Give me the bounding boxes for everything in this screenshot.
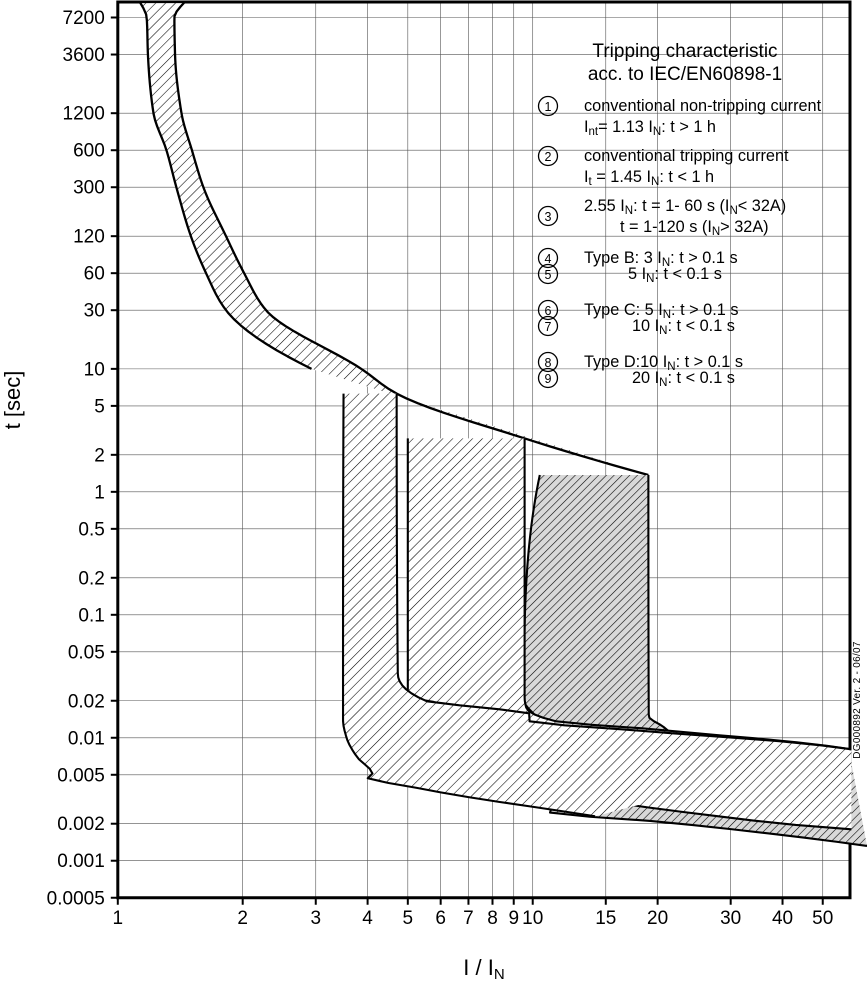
- svg-text:0.005: 0.005: [57, 765, 105, 786]
- svg-text:8: 8: [487, 908, 498, 929]
- svg-text:4: 4: [362, 908, 373, 929]
- svg-text:2: 2: [237, 908, 248, 929]
- svg-text:10: 10: [84, 359, 105, 380]
- svg-text:0.002: 0.002: [57, 814, 105, 835]
- svg-text:0.001: 0.001: [57, 851, 105, 872]
- svg-text:9: 9: [545, 372, 552, 386]
- svg-text:30: 30: [84, 301, 105, 322]
- svg-text:9: 9: [508, 908, 519, 929]
- svg-text:Int= 1.13 IN: t > 1 h: Int= 1.13 IN: t > 1 h: [584, 118, 716, 138]
- svg-text:50: 50: [812, 908, 833, 929]
- svg-text:0.5: 0.5: [78, 519, 104, 540]
- svg-text:2: 2: [545, 150, 552, 164]
- svg-text:conventional non-tripping curr: conventional non-tripping current: [584, 97, 822, 115]
- svg-text:conventional tripping current: conventional tripping current: [584, 147, 789, 165]
- svg-text:30: 30: [720, 908, 741, 929]
- svg-text:7: 7: [463, 908, 474, 929]
- svg-text:It = 1.45 IN: t < 1 h: It = 1.45 IN: t < 1 h: [584, 168, 714, 188]
- svg-text:1200: 1200: [63, 104, 105, 125]
- svg-text:3: 3: [310, 908, 321, 929]
- svg-text:1: 1: [545, 100, 552, 114]
- svg-text:0.01: 0.01: [68, 728, 105, 749]
- svg-text:3: 3: [545, 210, 552, 224]
- svg-text:60: 60: [84, 264, 105, 285]
- svg-text:20: 20: [647, 908, 668, 929]
- svg-text:Tripping characteristic: Tripping characteristic: [592, 41, 777, 62]
- svg-text:0.02: 0.02: [68, 691, 105, 712]
- svg-text:5: 5: [403, 908, 414, 929]
- svg-text:5: 5: [545, 268, 552, 282]
- svg-text:7: 7: [545, 320, 552, 334]
- svg-text:acc. to IEC/EN60898-1: acc. to IEC/EN60898-1: [588, 64, 782, 85]
- svg-text:120: 120: [73, 227, 105, 248]
- svg-text:300: 300: [73, 178, 105, 199]
- svg-text:0.0005: 0.0005: [47, 888, 105, 909]
- svg-text:6: 6: [435, 908, 446, 929]
- svg-text:2: 2: [94, 445, 105, 466]
- svg-text:15: 15: [595, 908, 616, 929]
- svg-text:20 IN: t < 0.1 s: 20 IN: t < 0.1 s: [632, 369, 735, 389]
- svg-text:0.1: 0.1: [78, 605, 104, 626]
- svg-text:t [sec]: t [sec]: [0, 371, 25, 430]
- svg-text:5 IN: t < 0.1 s: 5 IN: t < 0.1 s: [628, 265, 722, 285]
- svg-text:1: 1: [94, 482, 105, 503]
- svg-text:0.2: 0.2: [78, 568, 104, 589]
- svg-text:10 IN: t < 0.1 s: 10 IN: t < 0.1 s: [632, 317, 735, 337]
- svg-text:40: 40: [772, 908, 793, 929]
- svg-text:7200: 7200: [63, 8, 105, 29]
- svg-text:2.55 IN: t = 1- 60 s (IN< 32A): 2.55 IN: t = 1- 60 s (IN< 32A): [584, 197, 786, 217]
- svg-text:5: 5: [94, 396, 105, 417]
- svg-text:DG000892 Ver. 2 - 06/07: DG000892 Ver. 2 - 06/07: [852, 641, 863, 759]
- svg-text:3600: 3600: [63, 45, 105, 66]
- svg-text:1: 1: [113, 908, 124, 929]
- svg-text:600: 600: [73, 141, 105, 162]
- svg-text:0.05: 0.05: [68, 642, 105, 663]
- svg-text:t = 1-120 s (IN> 32A): t = 1-120 s (IN> 32A): [620, 218, 769, 238]
- svg-text:10: 10: [522, 908, 543, 929]
